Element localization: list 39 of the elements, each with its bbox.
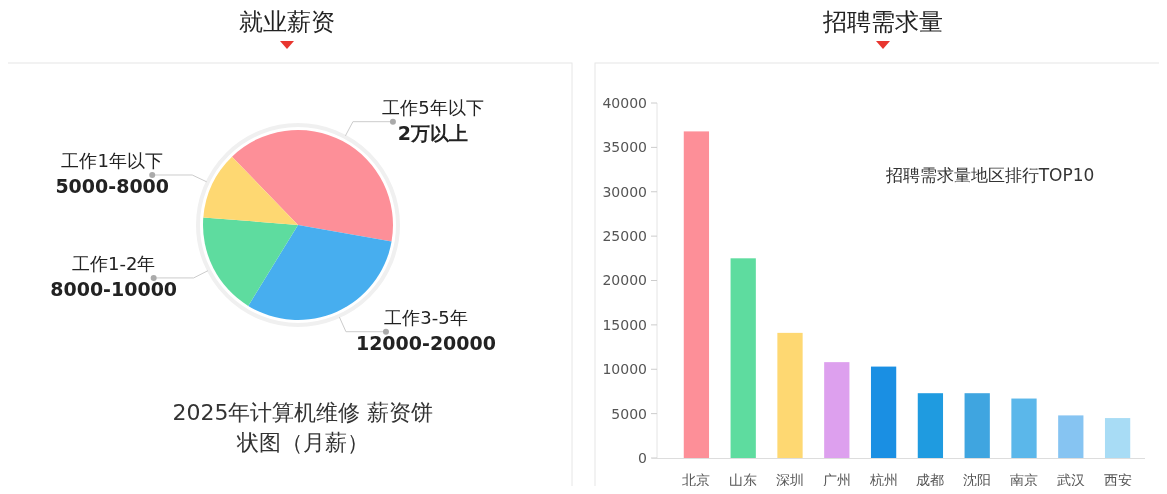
slice-label: 工作3-5年 12000-20000 <box>355 306 497 354</box>
pie-slice <box>203 156 298 225</box>
slice-label: 工作1年以下 5000-8000 <box>55 150 170 197</box>
bar <box>824 362 850 458</box>
bar <box>777 332 803 458</box>
y-tick-label: 30000 <box>602 183 647 200</box>
chart-title: 招聘需求量 <box>822 8 943 36</box>
y-tick-label: 5000 <box>611 405 647 422</box>
bar <box>730 258 756 458</box>
y-tick-label: 20000 <box>602 272 647 289</box>
bar <box>1011 398 1037 458</box>
bar <box>1104 418 1131 458</box>
x-tick-label: 武汉 <box>1056 472 1085 488</box>
x-tick-label: 沈阳 <box>963 472 992 488</box>
x-tick-label: 北京 <box>682 472 711 488</box>
slice-label: 工作5年以下 2万以上 <box>382 96 484 144</box>
x-tick-label: 南京 <box>1010 472 1038 488</box>
y-tick-label: 35000 <box>602 139 647 156</box>
text: 2025年计算机维修 薪资饼状图（月薪） <box>172 400 434 455</box>
bar <box>1058 415 1084 458</box>
y-tick-label: 10000 <box>602 361 647 378</box>
x-tick-label: 深圳 <box>776 472 804 488</box>
x-tick-label: 山东 <box>729 472 758 488</box>
bar <box>917 393 944 458</box>
x-tick-label: 杭州 <box>868 472 898 488</box>
bar <box>870 366 897 458</box>
x-tick-label: 广州 <box>822 472 851 488</box>
y-tick-label: 40000 <box>602 94 647 111</box>
bar <box>683 131 710 458</box>
bar <box>964 393 990 458</box>
slice-label: 工作1-2年 8000-10000 <box>50 252 178 300</box>
chart-title: 就业薪资 <box>239 8 335 36</box>
x-tick-label: 成都 <box>916 472 945 488</box>
y-tick-label: 15000 <box>602 316 647 333</box>
pie-slice <box>232 130 393 242</box>
text: 招聘需求量地区排行TOP10 <box>884 165 1095 185</box>
y-tick-label: 25000 <box>602 228 647 245</box>
y-tick-label: 0 <box>638 449 647 466</box>
pie-slice <box>203 217 298 306</box>
